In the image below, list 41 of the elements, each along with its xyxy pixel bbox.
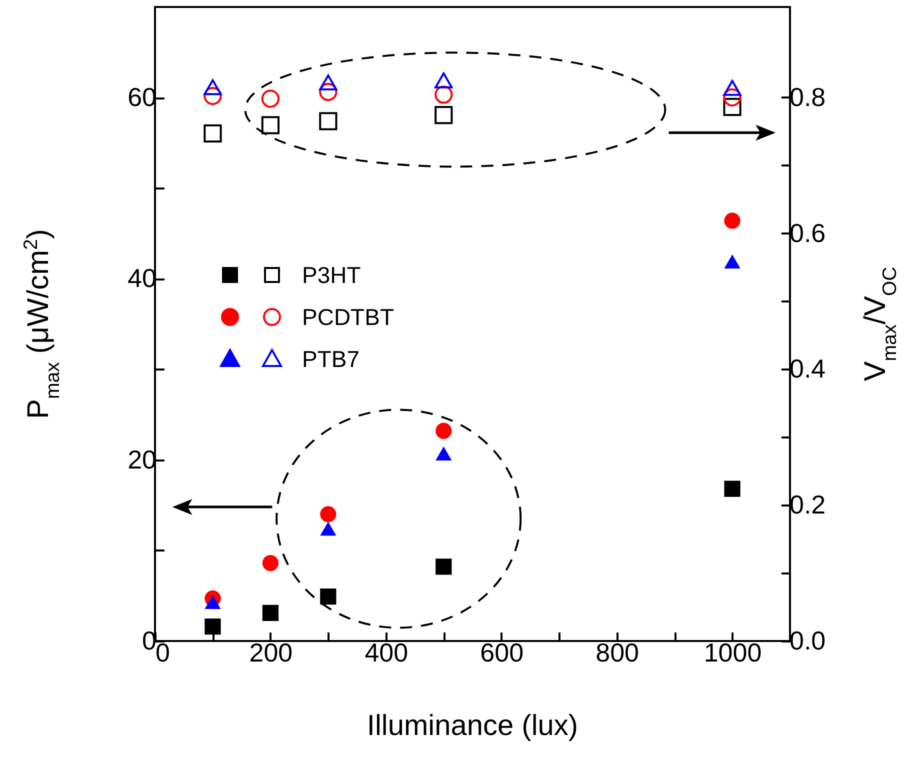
point: [434, 72, 453, 88]
point: [204, 595, 221, 610]
x-tick-label: 600: [480, 638, 524, 668]
x-tick-label: 1000: [704, 638, 762, 668]
point: [436, 446, 452, 460]
point: [434, 86, 453, 104]
x-axis-title: Illuminance (lux): [366, 710, 578, 742]
point: [204, 79, 222, 96]
legend-label: PCDTBT: [302, 304, 394, 330]
point: [320, 522, 336, 536]
point: [724, 480, 740, 497]
point: [723, 88, 742, 106]
x-tick-label: 400: [364, 638, 408, 668]
y2-tick-label: 0.2: [790, 490, 826, 520]
point: [262, 604, 279, 621]
y2-tick-label: 0.6: [790, 218, 826, 248]
y2-tick-label: 0.4: [790, 354, 826, 384]
point: [723, 98, 742, 116]
point: [204, 86, 222, 106]
point: [319, 82, 338, 101]
point: [204, 618, 221, 635]
y2-tick-label: 0.8: [790, 82, 826, 112]
point: [319, 112, 338, 130]
point: [261, 90, 280, 108]
point: [319, 74, 338, 90]
point: [320, 588, 336, 605]
y2-tick-label: 0.0: [790, 626, 826, 656]
point: [724, 254, 740, 268]
point: [723, 80, 742, 96]
legend-label: P3HT: [302, 262, 361, 288]
point: [320, 506, 336, 522]
x-tick-label: 200: [249, 638, 293, 668]
point: [724, 212, 740, 229]
point: [261, 116, 280, 134]
point: [204, 124, 222, 142]
point: [436, 558, 452, 575]
x-tick-label: 800: [596, 638, 640, 668]
legend-label: PTB7: [302, 346, 360, 372]
point: [436, 422, 452, 439]
point: [262, 555, 279, 572]
point: [434, 106, 453, 124]
